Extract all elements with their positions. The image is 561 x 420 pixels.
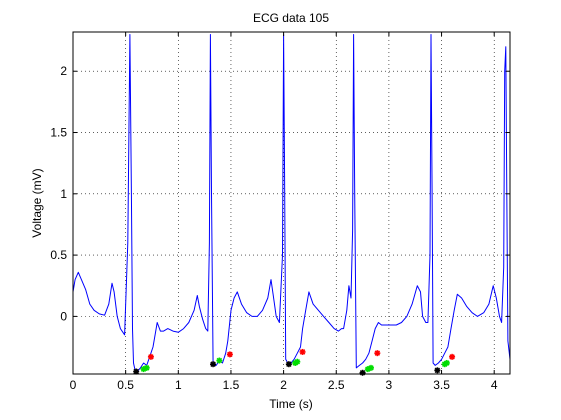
- plot-background: [73, 32, 510, 374]
- feature-marker: [368, 364, 375, 371]
- x-tick-label: 2.5: [328, 378, 345, 392]
- x-tick-label: 4: [491, 378, 498, 392]
- feature-marker: [294, 358, 301, 365]
- x-axis-label: Time (s): [269, 397, 313, 411]
- y-tick-label: 0.5: [50, 248, 67, 262]
- feature-marker: [147, 353, 154, 360]
- x-tick-label: 2: [280, 378, 287, 392]
- feature-marker: [299, 348, 306, 355]
- chart-title: ECG data 105: [253, 11, 329, 25]
- y-tick-label: 0: [60, 309, 67, 323]
- feature-marker: [434, 367, 441, 374]
- y-tick-label: 1: [60, 187, 67, 201]
- x-tick-label: 3.5: [433, 378, 450, 392]
- x-tick-label: 0.5: [117, 378, 134, 392]
- feature-marker: [285, 361, 292, 368]
- x-tick-label: 0: [70, 378, 77, 392]
- feature-marker: [210, 361, 217, 368]
- feature-marker: [143, 364, 150, 371]
- feature-marker: [216, 357, 223, 364]
- plot-frame: [72, 31, 511, 375]
- feature-marker: [449, 353, 456, 360]
- y-tick-label: 2: [60, 64, 67, 78]
- y-axis-tick-labels: 0 0.5 1 1.5 2: [50, 64, 67, 323]
- plot-area: [72, 31, 511, 376]
- y-tick-label: 1.5: [50, 126, 67, 140]
- x-tick-label: 1.5: [223, 378, 240, 392]
- feature-marker: [226, 351, 233, 358]
- axis-ticks: [72, 32, 510, 374]
- feature-marker: [359, 369, 366, 376]
- x-axis-tick-labels: 0 0.5 1 1.5 2 2.5 3 3.5 4: [70, 378, 498, 392]
- y-axis-label: Voltage (mV): [30, 168, 44, 237]
- x-tick-label: 3: [386, 378, 393, 392]
- feature-marker: [443, 359, 450, 366]
- feature-marker: [374, 350, 381, 357]
- x-tick-label: 1: [175, 378, 182, 392]
- feature-markers: [133, 348, 456, 376]
